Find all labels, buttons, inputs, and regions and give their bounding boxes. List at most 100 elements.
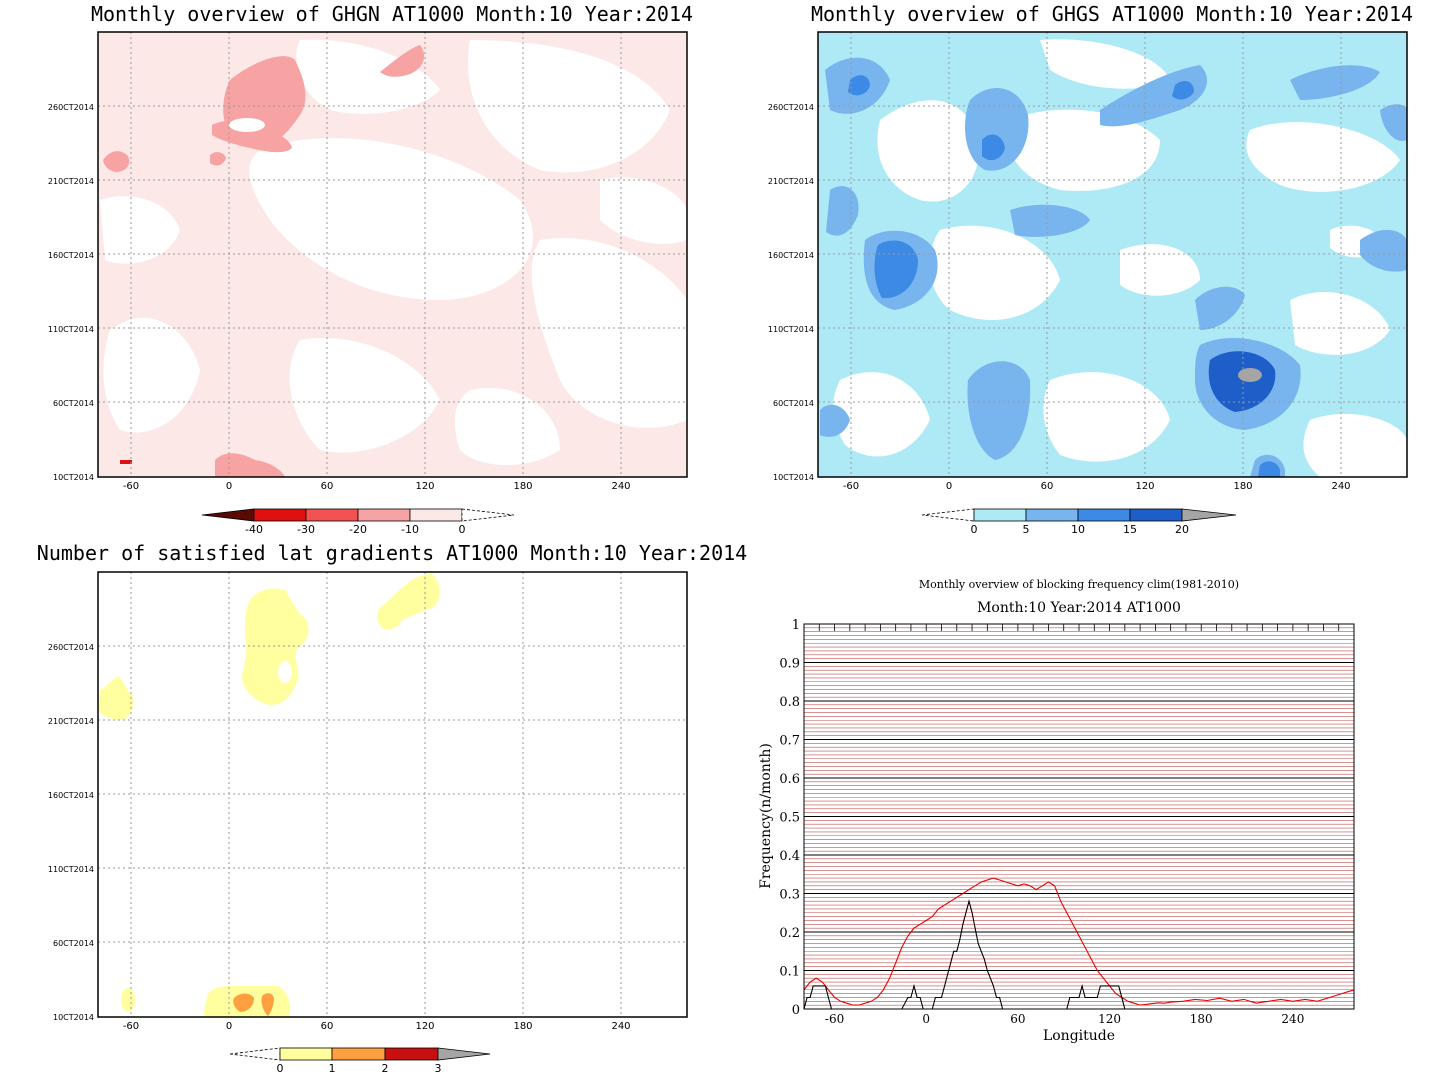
ghgs-field	[818, 32, 1407, 477]
y-tick: 160CT2014	[48, 791, 94, 800]
ghgs-x-ticks: -60 0 60 120 180 240	[843, 481, 1351, 492]
y-tick-label: 0.3	[779, 888, 800, 903]
x-tick-label: 180	[1190, 1012, 1213, 1026]
ghgn-panel: Monthly overview of GHGN AT1000 Month:10…	[48, 2, 693, 536]
y-tick-label: 0.4	[779, 849, 800, 864]
ghgs-y-ticks: 10CT2014 60CT2014 110CT2014 160CT2014 21…	[768, 103, 814, 482]
y-tick: 10CT2014	[53, 473, 94, 482]
colorbar-label: -20	[349, 523, 367, 536]
x-tick: -60	[123, 1021, 139, 1032]
x-tick: 60	[321, 1021, 334, 1032]
x-tick-label: -60	[825, 1012, 844, 1026]
y-tick-label: 0	[792, 1003, 800, 1018]
x-tick: 180	[1233, 481, 1252, 492]
y-tick: 260CT2014	[48, 643, 94, 652]
x-tick: 120	[415, 481, 434, 492]
colorbar-label: 5	[1023, 523, 1030, 536]
x-tick-label: 60	[1010, 1012, 1025, 1026]
y-tick-label: 0.8	[779, 695, 800, 710]
ghgn-y-ticks: 10CT2014 60CT2014 110CT2014 160CT2014 21…	[48, 103, 94, 482]
top-tick-marks	[803, 624, 1355, 631]
x-tick: 180	[513, 1021, 532, 1032]
y-tick: 10CT2014	[53, 1013, 94, 1022]
colorbar-label: -30	[297, 523, 315, 536]
chart-ylabel: Frequency(n/month)	[758, 743, 774, 889]
y-tick: 10CT2014	[773, 473, 814, 482]
ghgn-x-ticks: -60 0 60 120 180 240	[123, 481, 631, 492]
gradients-panel: Number of satisfied lat gradients AT1000…	[37, 541, 747, 1075]
colorbar-label: 20	[1175, 523, 1189, 536]
y-tick: 160CT2014	[48, 251, 94, 260]
ghgs-gridlines	[818, 32, 1407, 477]
y-tick-label: 0.5	[779, 811, 800, 826]
y-tick-label: 0.2	[779, 926, 800, 941]
x-tick: 0	[226, 481, 232, 492]
x-tick-label: 0	[922, 1012, 930, 1026]
x-tick: 60	[1041, 481, 1054, 492]
ghgn-title: Monthly overview of GHGN AT1000 Month:10…	[91, 2, 693, 26]
x-tick: -60	[123, 481, 139, 492]
colorbar-label: 0	[459, 523, 466, 536]
colorbar-label: 10	[1071, 523, 1085, 536]
y-tick: 60CT2014	[53, 399, 94, 408]
gradients-colorbar: 0 1 2 3	[229, 1047, 491, 1075]
chart-title: Monthly overview of blocking frequency c…	[919, 578, 1239, 591]
y-tick-label: 0.9	[779, 657, 800, 672]
x-tick: 240	[611, 481, 630, 492]
y-tick: 260CT2014	[768, 103, 814, 112]
x-tick: 120	[1135, 481, 1154, 492]
gradients-gridlines	[98, 572, 687, 1017]
colorbar-label: -10	[401, 523, 419, 536]
ghgs-title: Monthly overview of GHGS AT1000 Month:10…	[811, 2, 1413, 26]
gradients-frame	[97, 571, 688, 1018]
colorbar-label: 2	[382, 1062, 389, 1075]
x-tick: -60	[843, 481, 859, 492]
chart-x-ticks: -60 0 60 120 180 240	[825, 1012, 1304, 1026]
x-tick-label: 240	[1281, 1012, 1304, 1026]
y-tick: 60CT2014	[53, 939, 94, 948]
x-tick: 60	[321, 481, 334, 492]
gradients-title: Number of satisfied lat gradients AT1000…	[37, 541, 747, 565]
colorbar-label: 15	[1123, 523, 1137, 536]
y-tick: 210CT2014	[768, 177, 814, 186]
colorbar-label: 0	[971, 523, 978, 536]
ghgn-frame	[97, 31, 688, 478]
y-tick: 110CT2014	[48, 325, 94, 334]
y-tick-label: 0.6	[779, 772, 800, 787]
y-tick: 110CT2014	[768, 325, 814, 334]
y-tick: 60CT2014	[773, 399, 814, 408]
y-tick: 160CT2014	[768, 251, 814, 260]
ghgn-gridlines	[98, 32, 687, 477]
x-tick: 240	[1331, 481, 1350, 492]
x-tick: 180	[513, 481, 532, 492]
x-tick: 0	[946, 481, 952, 492]
colorbar-label: 1	[329, 1062, 336, 1075]
chart-xlabel: Longitude	[1043, 1028, 1115, 1044]
ghgn-colorbar: -40 -30 -20 -10 0	[201, 508, 515, 536]
series-line-red	[803, 877, 1355, 1006]
colorbar-label: 3	[435, 1062, 442, 1075]
y-tick: 110CT2014	[48, 865, 94, 874]
blocking-chart: Monthly overview of blocking frequency c…	[758, 578, 1355, 1044]
y-tick-label: 0.7	[779, 734, 800, 749]
chart-frame	[803, 623, 1355, 1010]
x-tick: 240	[611, 1021, 630, 1032]
minor-gridlines	[804, 623, 1354, 1010]
y-tick-label: 0.1	[779, 965, 800, 980]
chart-y-ticks: 0 0.1 0.2 0.3 0.4 0.5 0.6 0.7 0.8 0.9 1	[779, 618, 800, 1018]
ghgs-frame	[817, 31, 1408, 478]
ghgs-panel: Monthly overview of GHGS AT1000 Month:10…	[768, 2, 1413, 536]
y-tick: 210CT2014	[48, 717, 94, 726]
y-tick: 260CT2014	[48, 103, 94, 112]
x-tick: 120	[415, 1021, 434, 1032]
colorbar-label: 0	[277, 1062, 284, 1075]
gradients-y-ticks: 10CT2014 60CT2014 110CT2014 160CT2014 21…	[48, 643, 94, 1022]
x-tick: 0	[226, 1021, 232, 1032]
y-tick-label: 1	[792, 618, 800, 633]
gradients-x-ticks: -60 0 60 120 180 240	[123, 1021, 631, 1032]
ghgs-colorbar: 0 5 10 15 20	[921, 508, 1237, 536]
colorbar-label: -40	[245, 523, 263, 536]
y-tick: 210CT2014	[48, 177, 94, 186]
chart-subtitle: Month:10 Year:2014 AT1000	[977, 600, 1181, 616]
